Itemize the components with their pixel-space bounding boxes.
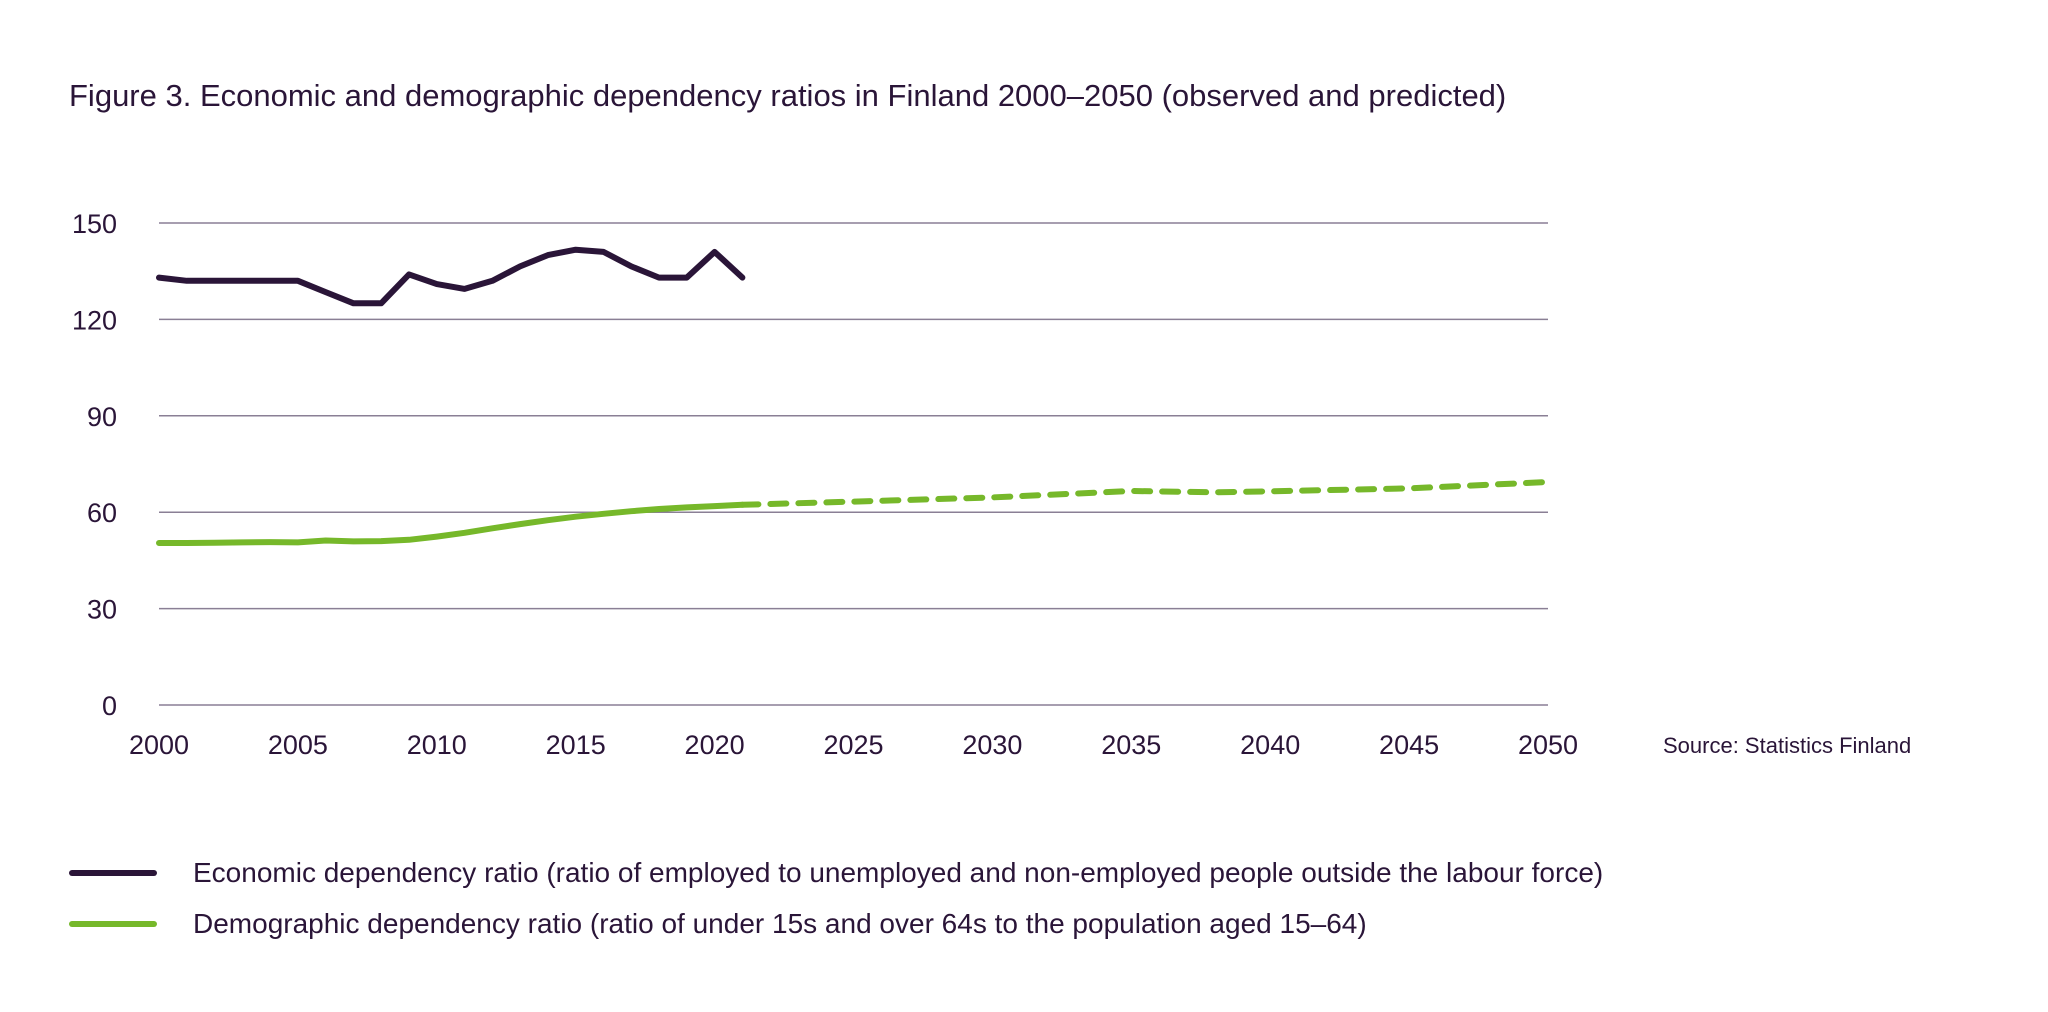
series-line-2 — [739, 479, 1551, 508]
x-tick-label: 2020 — [685, 730, 745, 760]
legend-swatch-economic — [69, 870, 157, 876]
source-note: Source: Statistics Finland — [1663, 733, 1912, 758]
x-tick-label: 2040 — [1240, 730, 1300, 760]
x-tick-label: 2010 — [407, 730, 467, 760]
legend-label-demographic: Demographic dependency ratio (ratio of u… — [193, 908, 1367, 939]
x-tick-label: 2000 — [129, 730, 189, 760]
y-tick-label: 90 — [87, 402, 117, 432]
chart-title: Figure 3. Economic and demographic depen… — [69, 78, 1507, 113]
y-tick-label: 30 — [87, 595, 117, 625]
y-tick-label: 120 — [72, 305, 117, 335]
x-tick-label: 2015 — [546, 730, 606, 760]
y-tick-label: 60 — [87, 498, 117, 528]
legend-item-economic: Economic dependency ratio (ratio of empl… — [69, 857, 1603, 889]
x-tick-label: 2045 — [1379, 730, 1439, 760]
y-tick-label: 150 — [72, 209, 117, 239]
series-line-1 — [156, 501, 746, 546]
x-tick-label: 2050 — [1518, 730, 1578, 760]
x-tick-label: 2035 — [1101, 730, 1161, 760]
legend-label-economic: Economic dependency ratio (ratio of empl… — [193, 857, 1604, 888]
x-tick-label: 2030 — [962, 730, 1022, 760]
y-tick-label: 0 — [102, 691, 117, 721]
legend-item-demographic: Demographic dependency ratio (ratio of u… — [69, 908, 1367, 940]
legend-swatch-demographic — [69, 921, 157, 927]
x-tick-label: 2025 — [823, 730, 883, 760]
series-line-0 — [156, 246, 746, 307]
x-tick-label: 2005 — [268, 730, 328, 760]
